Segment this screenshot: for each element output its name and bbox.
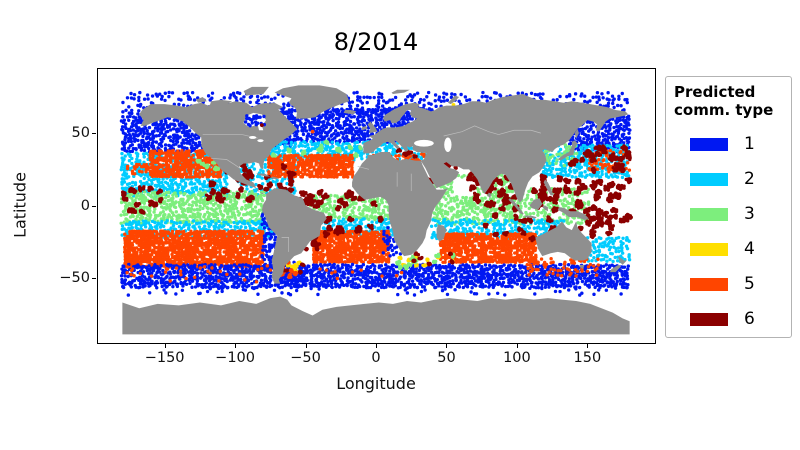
legend-swatch-3	[690, 207, 728, 221]
legend-swatch-4	[690, 242, 728, 256]
legend-swatch-5	[690, 277, 728, 291]
legend-item-label: 1	[744, 134, 755, 154]
y-tick-label: 0	[80, 197, 90, 214]
y-axis-label: Latitude	[10, 172, 30, 238]
figure-title: 8/2014	[333, 28, 419, 56]
y-tick-label: −50	[59, 269, 90, 286]
y-tick-label: 50	[71, 125, 90, 142]
x-axis-label: Longitude	[336, 374, 416, 393]
x-tick-label: 150	[573, 350, 602, 366]
legend-title-line2: comm. type	[674, 101, 774, 119]
legend-item-3: 3	[674, 204, 791, 224]
legend-item-6: 6	[674, 309, 791, 329]
legend-title-line1: Predicted	[674, 83, 756, 101]
legend-item-label: 2	[744, 169, 755, 189]
x-tick-label: 50	[437, 350, 456, 366]
legend-swatch-6	[690, 312, 728, 326]
legend-item-1: 1	[674, 134, 791, 154]
legend-item-5: 5	[674, 274, 791, 294]
x-tick-label: −150	[144, 350, 185, 366]
legend-item-4: 4	[674, 239, 791, 259]
x-tick-label: 100	[503, 350, 531, 366]
legend-item-label: 4	[744, 239, 755, 259]
x-tick-label: 0	[371, 350, 381, 366]
legend-item-label: 5	[744, 274, 755, 294]
legend-item-label: 3	[744, 204, 755, 224]
legend-title: Predicted comm. type	[674, 83, 791, 119]
legend: Predicted comm. type 1 2 3 4 5 6	[665, 76, 792, 338]
x-tick-label: −100	[215, 350, 255, 366]
legend-item-label: 6	[744, 309, 755, 329]
x-tick-label: −50	[290, 350, 321, 366]
legend-swatch-1	[690, 137, 728, 151]
legend-swatch-2	[690, 172, 728, 186]
legend-item-2: 2	[674, 169, 791, 189]
legend-items: 1 2 3 4 5 6	[674, 134, 791, 329]
